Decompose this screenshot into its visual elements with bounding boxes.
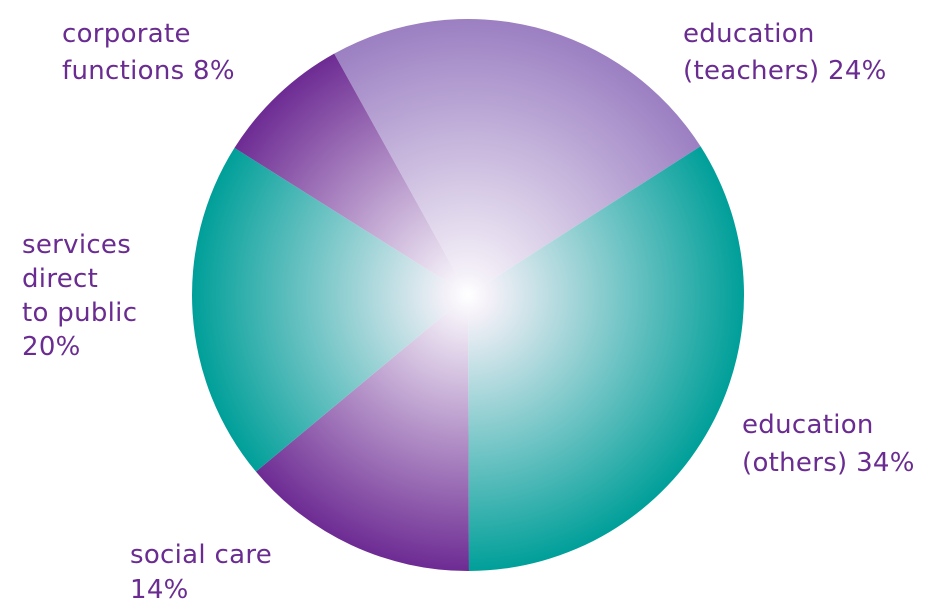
pie-slices xyxy=(191,18,745,572)
slice-label-line: 14% xyxy=(130,575,189,605)
pie-slice-education-teachers xyxy=(334,18,701,295)
slice-label-line: to public xyxy=(22,298,137,328)
slice-label-education-teachers: education (teachers) 24% xyxy=(683,19,887,86)
slice-label-line: education xyxy=(742,410,874,440)
slice-label-services-direct-to-public: services direct to public 20% xyxy=(22,230,137,362)
slice-label-corporate-functions: corporate functions 8% xyxy=(62,19,235,86)
pie-slice-services-direct-to-public xyxy=(191,147,469,472)
pie-labels: education (teachers) 24% education (others)… xyxy=(22,19,915,605)
slice-label-line: (teachers) 24% xyxy=(683,56,887,86)
slice-label-line: functions 8% xyxy=(62,56,235,86)
slice-label-line: direct xyxy=(22,264,98,294)
slice-label-line: corporate xyxy=(62,19,191,49)
pie-slice-corporate-functions xyxy=(234,53,468,295)
slice-label-line: services xyxy=(22,230,131,260)
slice-label-line: (others) 34% xyxy=(742,448,915,478)
pie-slice-education-others xyxy=(468,146,745,572)
slice-label-social-care: social care 14% xyxy=(130,540,272,605)
slice-label-line: social care xyxy=(130,540,272,570)
slice-label-education-others: education (others) 34% xyxy=(742,410,915,478)
pie-slice-social-care xyxy=(255,295,469,572)
slice-label-line: 20% xyxy=(22,332,81,362)
slice-label-line: education xyxy=(683,19,815,49)
